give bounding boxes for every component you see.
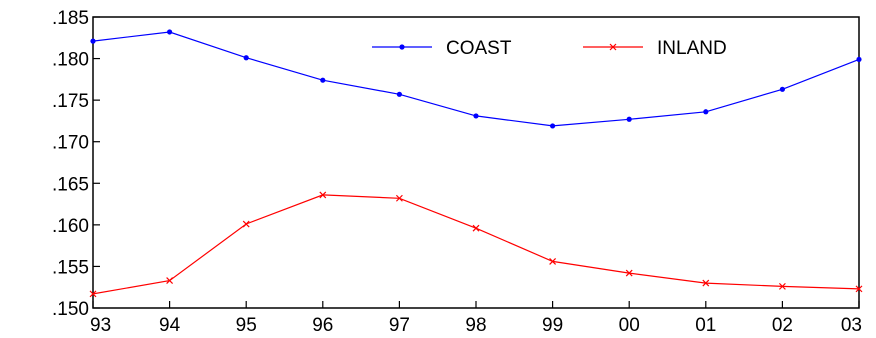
y-tick-label: .180 xyxy=(52,50,89,71)
x-tick-label: 03 xyxy=(841,315,862,336)
x-tick-label: 02 xyxy=(772,315,793,336)
legend-marker-coast xyxy=(399,44,405,50)
y-tick-label: .170 xyxy=(52,133,89,154)
data-point-inland xyxy=(855,285,863,293)
data-point-coast xyxy=(550,123,556,129)
data-point-inland xyxy=(472,224,480,232)
legend-marker-inland xyxy=(609,43,617,51)
y-tick-label: .175 xyxy=(52,91,89,112)
data-point-coast xyxy=(703,109,709,115)
y-tick-label: .160 xyxy=(52,216,89,237)
x-tick-label: 99 xyxy=(542,315,563,336)
data-point-coast xyxy=(473,113,479,119)
data-point-inland xyxy=(702,279,710,287)
data-point-inland xyxy=(166,277,174,284)
x-tick-label: 95 xyxy=(236,315,257,336)
data-point-coast xyxy=(320,77,326,83)
series-layer xyxy=(89,29,863,298)
data-point-inland xyxy=(395,194,403,202)
y-tick-label: .185 xyxy=(52,8,89,29)
legend-label-coast: COAST xyxy=(446,38,512,59)
y-tick-label: .165 xyxy=(52,174,89,195)
series-line-inland xyxy=(92,194,860,295)
data-point-inland xyxy=(778,282,786,290)
legend: COAST INLAND xyxy=(372,38,727,59)
y-axis: .150 .155 .160 .165 .170 .175 .180 .185 xyxy=(52,8,100,320)
plot-frame xyxy=(92,16,860,309)
legend-item-coast: COAST xyxy=(372,38,512,59)
data-point-inland xyxy=(319,191,327,199)
data-point-coast xyxy=(396,91,402,97)
x-tick-label: 01 xyxy=(695,315,716,336)
x-tick-label: 94 xyxy=(159,315,181,336)
x-tick-label: 97 xyxy=(389,315,410,336)
x-tick-label: 00 xyxy=(619,315,640,336)
data-point-inland xyxy=(89,290,97,298)
data-point-inland xyxy=(242,220,250,228)
data-point-inland xyxy=(549,258,557,265)
data-point-coast xyxy=(626,116,632,122)
y-tick-label: .155 xyxy=(52,257,89,278)
data-point-coast xyxy=(779,86,786,92)
series-inland xyxy=(89,191,863,298)
data-point-coast xyxy=(856,56,862,63)
x-tick-label: 98 xyxy=(465,315,486,336)
legend-label-inland: INLAND xyxy=(657,38,727,59)
x-tick-label: 96 xyxy=(312,315,333,336)
x-axis: 93 94 95 96 97 98 99 00 01 02 03 xyxy=(90,301,862,336)
y-tick-label: .150 xyxy=(52,299,89,320)
data-point-coast xyxy=(167,29,173,35)
x-tick-label: 93 xyxy=(90,315,111,336)
series-coast xyxy=(90,29,862,129)
legend-item-inland: INLAND xyxy=(583,38,727,59)
data-point-coast xyxy=(243,55,249,61)
data-point-coast xyxy=(90,38,96,44)
data-point-inland xyxy=(625,269,633,277)
